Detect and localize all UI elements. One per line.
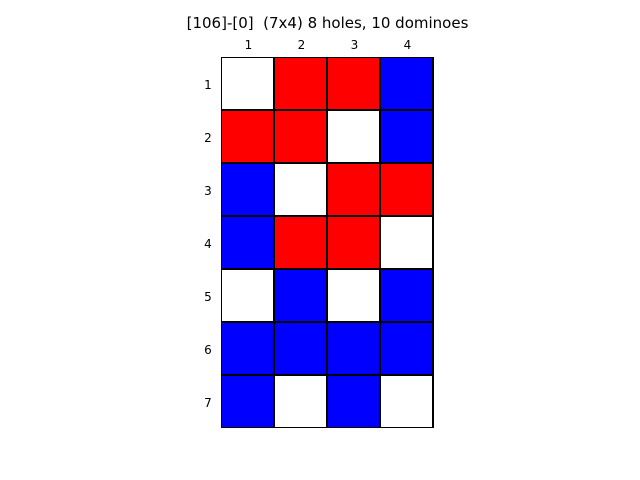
grid-cell: [380, 163, 433, 216]
column-labels: 1 2 3 4: [222, 38, 434, 54]
grid-cell: [327, 375, 380, 428]
grid-cell: [274, 375, 327, 428]
grid-cell: [327, 110, 380, 163]
grid-cell: [380, 322, 433, 375]
grid-cell: [274, 269, 327, 322]
grid-cell: [221, 269, 274, 322]
grid-cell: [274, 216, 327, 269]
grid-cell: [221, 216, 274, 269]
grid-cell: [221, 322, 274, 375]
grid-cell: [221, 163, 274, 216]
column-label-4: 4: [403, 38, 412, 52]
row-labels: 1 2 3 4 5 6 7: [196, 58, 220, 428]
grid-cell: [327, 57, 380, 110]
grid-cell: [221, 375, 274, 428]
grid-cell: [327, 216, 380, 269]
grid-cell: [380, 216, 433, 269]
grid-cell: [221, 110, 274, 163]
grid-cell: [380, 110, 433, 163]
column-label-2: 2: [297, 38, 306, 52]
column-label-1: 1: [244, 38, 253, 52]
grid-cell: [327, 163, 380, 216]
figure-title: [106]-[0] (7x4) 8 holes, 10 dominoes: [186, 14, 469, 32]
grid-cell: [380, 57, 433, 110]
row-label-5: 5: [204, 290, 212, 304]
grid-cell: [274, 163, 327, 216]
grid-cell: [380, 375, 433, 428]
domino-board: [221, 57, 434, 428]
grid-cell: [221, 57, 274, 110]
row-label-4: 4: [204, 237, 212, 251]
grid-cell: [274, 110, 327, 163]
grid-cell: [380, 269, 433, 322]
grid-cell: [327, 269, 380, 322]
column-label-3: 3: [350, 38, 359, 52]
row-label-7: 7: [204, 396, 212, 410]
grid-cell: [327, 322, 380, 375]
row-label-3: 3: [204, 184, 212, 198]
row-label-2: 2: [204, 131, 212, 145]
grid-cell: [274, 57, 327, 110]
grid-cell: [274, 322, 327, 375]
row-label-1: 1: [204, 78, 212, 92]
row-label-6: 6: [204, 343, 212, 357]
